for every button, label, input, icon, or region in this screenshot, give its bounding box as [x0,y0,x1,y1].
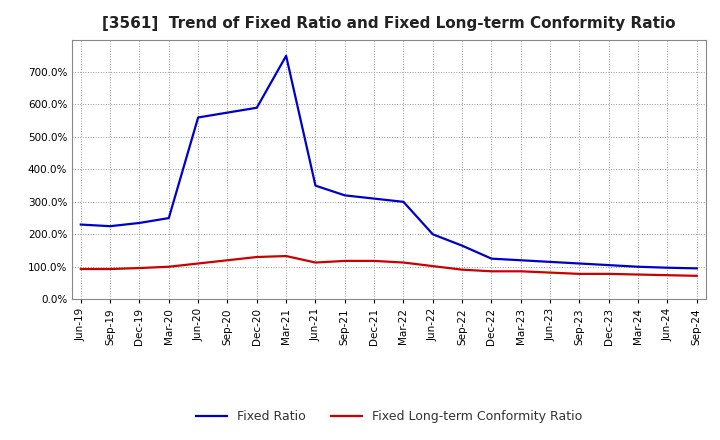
Fixed Long-term Conformity Ratio [164,264,173,269]
Fixed Ratio [399,199,408,205]
Fixed Ratio [605,263,613,268]
Fixed Long-term Conformity Ratio [575,271,584,276]
Fixed Ratio [634,264,642,269]
Fixed Ratio [428,231,437,237]
Fixed Long-term Conformity Ratio [194,261,202,266]
Fixed Long-term Conformity Ratio [428,264,437,269]
Fixed Ratio [487,256,496,261]
Fixed Long-term Conformity Ratio [634,272,642,277]
Fixed Ratio [164,216,173,221]
Fixed Long-term Conformity Ratio [487,269,496,274]
Fixed Long-term Conformity Ratio [516,269,525,274]
Fixed Ratio [194,115,202,120]
Fixed Long-term Conformity Ratio [135,265,144,271]
Fixed Long-term Conformity Ratio [458,267,467,272]
Fixed Long-term Conformity Ratio [399,260,408,265]
Fixed Long-term Conformity Ratio [311,260,320,265]
Legend: Fixed Ratio, Fixed Long-term Conformity Ratio: Fixed Ratio, Fixed Long-term Conformity … [191,405,587,428]
Fixed Long-term Conformity Ratio [605,271,613,276]
Fixed Ratio [223,110,232,115]
Fixed Long-term Conformity Ratio [282,253,290,259]
Fixed Ratio [341,193,349,198]
Fixed Ratio [575,261,584,266]
Fixed Ratio [282,53,290,59]
Fixed Long-term Conformity Ratio [341,258,349,264]
Fixed Ratio [311,183,320,188]
Fixed Long-term Conformity Ratio [253,254,261,260]
Fixed Ratio [693,266,701,271]
Fixed Long-term Conformity Ratio [663,272,672,278]
Fixed Long-term Conformity Ratio [693,273,701,279]
Fixed Ratio [458,243,467,248]
Line: Fixed Long-term Conformity Ratio: Fixed Long-term Conformity Ratio [81,256,697,276]
Fixed Ratio [135,220,144,226]
Fixed Ratio [516,258,525,263]
Fixed Ratio [253,105,261,110]
Fixed Ratio [370,196,379,201]
Fixed Long-term Conformity Ratio [106,266,114,271]
Fixed Long-term Conformity Ratio [223,258,232,263]
Title: [3561]  Trend of Fixed Ratio and Fixed Long-term Conformity Ratio: [3561] Trend of Fixed Ratio and Fixed Lo… [102,16,675,32]
Fixed Long-term Conformity Ratio [76,266,85,271]
Fixed Ratio [76,222,85,227]
Fixed Ratio [663,265,672,270]
Fixed Ratio [546,259,554,264]
Fixed Ratio [106,224,114,229]
Line: Fixed Ratio: Fixed Ratio [81,56,697,268]
Fixed Long-term Conformity Ratio [546,270,554,275]
Fixed Long-term Conformity Ratio [370,258,379,264]
